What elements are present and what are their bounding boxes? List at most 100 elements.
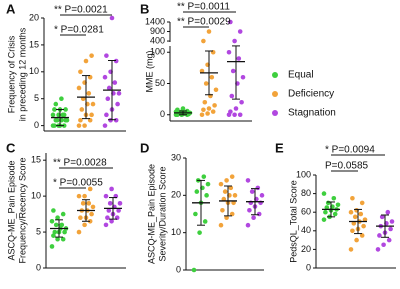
y-tick-label: 0 [160,109,165,119]
p-value: ** P=0.0021 [54,5,108,16]
data-point [379,214,385,220]
p-value: ** P=0.0011 [177,2,230,13]
data-point [63,107,68,112]
data-point [255,185,261,191]
data-point [61,123,67,128]
data-point [51,208,56,213]
data-point [240,74,246,80]
data-point [54,117,60,123]
y-tick-label: 30 [171,152,181,162]
data-point [256,211,262,217]
data-point [86,91,92,96]
data-point [224,178,229,183]
data-point [229,93,235,99]
data-point [86,201,92,206]
data-point [228,109,233,114]
data-point [50,112,56,118]
data-point [201,38,206,44]
y-tick-label: 10 [171,227,181,237]
data-point [237,112,243,118]
y-tick-label: 20 [29,12,39,22]
y-tick-label: 10 [29,66,39,76]
data-point [60,236,66,242]
data-point [359,233,365,238]
data-point [180,106,186,111]
data-point [232,112,237,118]
data-point [109,218,114,224]
y-tick-label: 400 [150,35,165,45]
data-point [52,229,58,235]
data-point [116,91,122,96]
y-tick-label: 50 [155,78,165,88]
data-point [206,106,212,111]
y-tick-label: 5 [36,226,41,236]
data-point [64,117,70,123]
data-point [321,217,327,222]
data-point [218,222,224,228]
data-point [90,204,96,210]
data-point [52,123,57,128]
y-tick-label: 0 [34,120,39,130]
data-point [109,186,114,192]
data-point [175,107,180,113]
data-point [239,99,244,105]
data-point [76,229,82,235]
p-value: ** P=0.0028 [53,158,107,169]
data-point [206,29,212,34]
data-point [245,178,251,183]
data-point [89,211,94,217]
data-point [78,117,83,123]
data-point [90,101,96,107]
panel-label: E [275,140,284,155]
data-point [53,222,59,228]
data-point [231,200,236,206]
data-point [236,56,242,61]
data-point [202,219,208,224]
y-tick-label: 20 [301,244,311,254]
data-point [210,109,216,114]
y-tick-label: 100 [150,47,165,57]
data-point [184,108,190,114]
data-point [331,195,337,201]
data-point [109,15,115,21]
data-point [82,222,87,228]
y-axis-label: PedsQL_Total Score [288,180,298,263]
data-point [116,208,121,213]
data-point [115,101,120,107]
y-tick-label: 10 [31,191,41,201]
data-point [106,85,112,91]
data-point [76,123,82,128]
legend-swatch [272,91,278,97]
p-value: ** P=0.0029 [177,17,231,28]
data-point [194,189,200,194]
data-point [205,111,210,116]
data-point [197,230,202,235]
data-point [89,53,94,58]
data-point [103,193,109,199]
y-tick-label: 100 [296,169,311,179]
panel-label: B [140,1,149,16]
legend-label: Equal [288,70,314,81]
data-point [228,185,234,191]
data-point [78,215,83,220]
data-point [325,200,331,206]
data-point [321,191,327,196]
y-axis-label: in preceding 12 months [17,27,27,121]
y-tick-label: 0 [36,262,41,272]
y-tick-label: 60 [301,207,311,217]
data-point [52,107,57,112]
data-point [228,19,233,25]
data-point [205,181,211,187]
y-axis-label: Frequency/Recency Score [17,157,27,263]
data-point [79,107,85,112]
data-point [117,201,123,206]
data-point [83,58,89,64]
data-point [213,87,219,93]
p-value: * P=0.0094 [325,145,375,156]
data-point [76,193,82,199]
data-point [53,101,59,107]
data-point [89,112,94,118]
data-point [55,215,60,220]
y-tick-label: 80 [301,188,311,198]
data-point [87,218,93,224]
